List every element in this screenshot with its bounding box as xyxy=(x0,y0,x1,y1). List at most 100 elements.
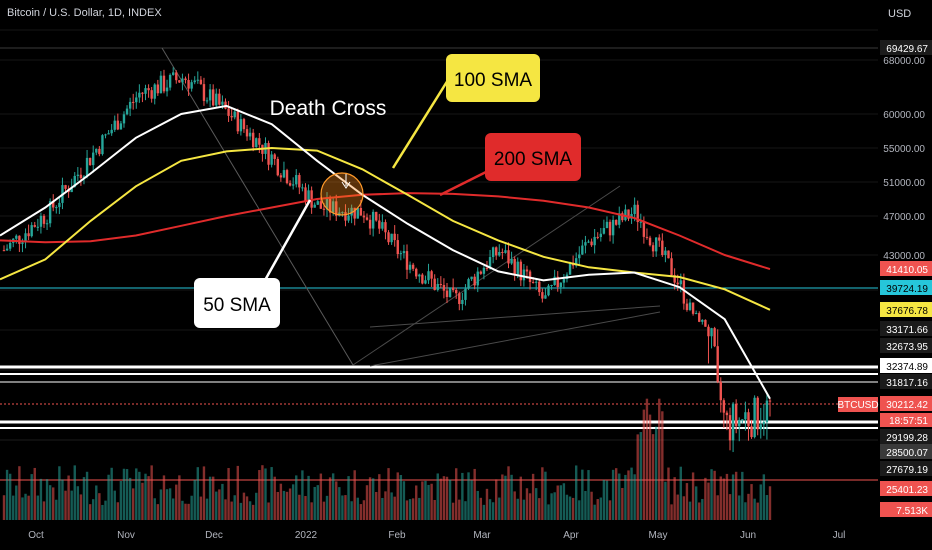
x-tick-label: Jun xyxy=(740,530,756,541)
volume-bar xyxy=(98,493,101,520)
volume-bar xyxy=(639,432,642,520)
volume-bar xyxy=(624,474,627,520)
candle-body xyxy=(92,152,95,166)
candle-body xyxy=(30,225,33,237)
countdown-box xyxy=(880,413,932,427)
volume-bar xyxy=(45,479,49,520)
volume-bar xyxy=(738,495,741,520)
volume-bar xyxy=(507,466,510,520)
volume-bar xyxy=(295,475,298,520)
price-tick-label: 68000.00 xyxy=(883,56,925,67)
candle-body xyxy=(562,279,566,283)
volume-bar xyxy=(642,409,646,520)
volume-bar xyxy=(248,501,252,520)
candle-body xyxy=(242,119,246,130)
volume-bar xyxy=(218,489,221,520)
candle-body xyxy=(525,269,529,272)
candle-body xyxy=(156,84,160,94)
price-label: 28500.07 xyxy=(886,448,928,459)
volume-bar xyxy=(488,499,492,520)
volume-bar xyxy=(553,492,556,520)
volume-bar xyxy=(627,470,630,520)
volume-bar xyxy=(187,503,190,520)
candle-body xyxy=(673,275,676,283)
x-tick-label: May xyxy=(649,530,668,541)
sma50-label-box xyxy=(194,278,280,328)
candle-body xyxy=(461,299,464,305)
volume-bar xyxy=(384,491,387,520)
volume-bar xyxy=(725,473,729,520)
candle-body xyxy=(427,271,430,281)
volume-bar xyxy=(316,485,319,520)
price-label-box xyxy=(880,40,932,55)
volume-bar xyxy=(42,501,46,520)
candle-body xyxy=(236,111,239,132)
price-scale[interactable]: 68000.00 60000.00 55000.00 51000.00 47000.00… xyxy=(837,40,932,517)
volume-bar xyxy=(159,489,163,520)
volume-bar xyxy=(676,494,679,520)
candle-body xyxy=(255,138,258,148)
candle-body xyxy=(658,237,661,241)
volume-bar xyxy=(5,469,9,520)
volume-bar xyxy=(353,470,356,520)
volume-bar xyxy=(310,502,313,520)
candle-body xyxy=(522,269,526,281)
candle-body xyxy=(645,236,649,238)
volume-bar xyxy=(461,472,464,520)
candle-body xyxy=(670,258,673,276)
volume-bar xyxy=(156,504,160,520)
candle-body xyxy=(713,328,716,347)
volume-bar xyxy=(276,491,279,520)
volume-bar xyxy=(528,493,532,520)
candle-body xyxy=(473,276,476,286)
candle-body xyxy=(611,219,615,236)
candle-body xyxy=(104,134,107,136)
candle-body xyxy=(147,88,150,91)
volume-bar xyxy=(578,500,581,520)
volume-bar xyxy=(636,434,639,520)
volume-bar xyxy=(245,496,249,520)
candle-body xyxy=(178,80,181,83)
volume-bar xyxy=(762,474,766,520)
candle-body xyxy=(479,271,483,274)
volume-bar xyxy=(498,497,501,520)
candle-body xyxy=(36,226,40,228)
volume-bar xyxy=(467,472,470,520)
price-label: 33171.66 xyxy=(886,325,928,336)
volume-bar xyxy=(227,468,230,520)
trend-channel xyxy=(161,47,661,367)
volume-bar xyxy=(439,478,443,520)
price-label: 37676.78 xyxy=(886,306,928,317)
price-label: 25401.23 xyxy=(886,485,928,496)
candle-body xyxy=(144,88,147,94)
sma50-line xyxy=(0,104,771,400)
volume-bar xyxy=(741,471,744,520)
candle-body xyxy=(458,293,461,305)
candle-body xyxy=(581,245,584,255)
price-label: 27679.19 xyxy=(886,465,928,476)
volume-bar xyxy=(2,495,6,520)
candle-body xyxy=(175,72,178,81)
candle-body xyxy=(85,157,89,177)
volume-bar xyxy=(147,476,150,520)
candle-body xyxy=(556,276,559,288)
candle-body xyxy=(33,225,36,227)
volume-bar xyxy=(138,471,141,520)
volume-bar xyxy=(614,468,618,520)
volume-bar xyxy=(141,482,144,520)
volume-bar xyxy=(587,470,590,520)
candle-body xyxy=(273,154,276,159)
volume-bar xyxy=(596,499,599,520)
volume-bar xyxy=(390,492,393,520)
volume-bar xyxy=(313,486,316,520)
volume-bar xyxy=(491,502,495,520)
candle-body xyxy=(282,170,286,178)
volume-bar xyxy=(113,490,116,520)
symbol-title: Bitcoin / U.S. Dollar, 1D, INDEX xyxy=(7,7,162,19)
volume-bar xyxy=(347,476,350,520)
volume-bar xyxy=(451,502,455,520)
death-cross-label: Death Cross xyxy=(270,97,387,120)
price-label: 31817.16 xyxy=(886,378,928,389)
candle-body xyxy=(430,271,433,279)
